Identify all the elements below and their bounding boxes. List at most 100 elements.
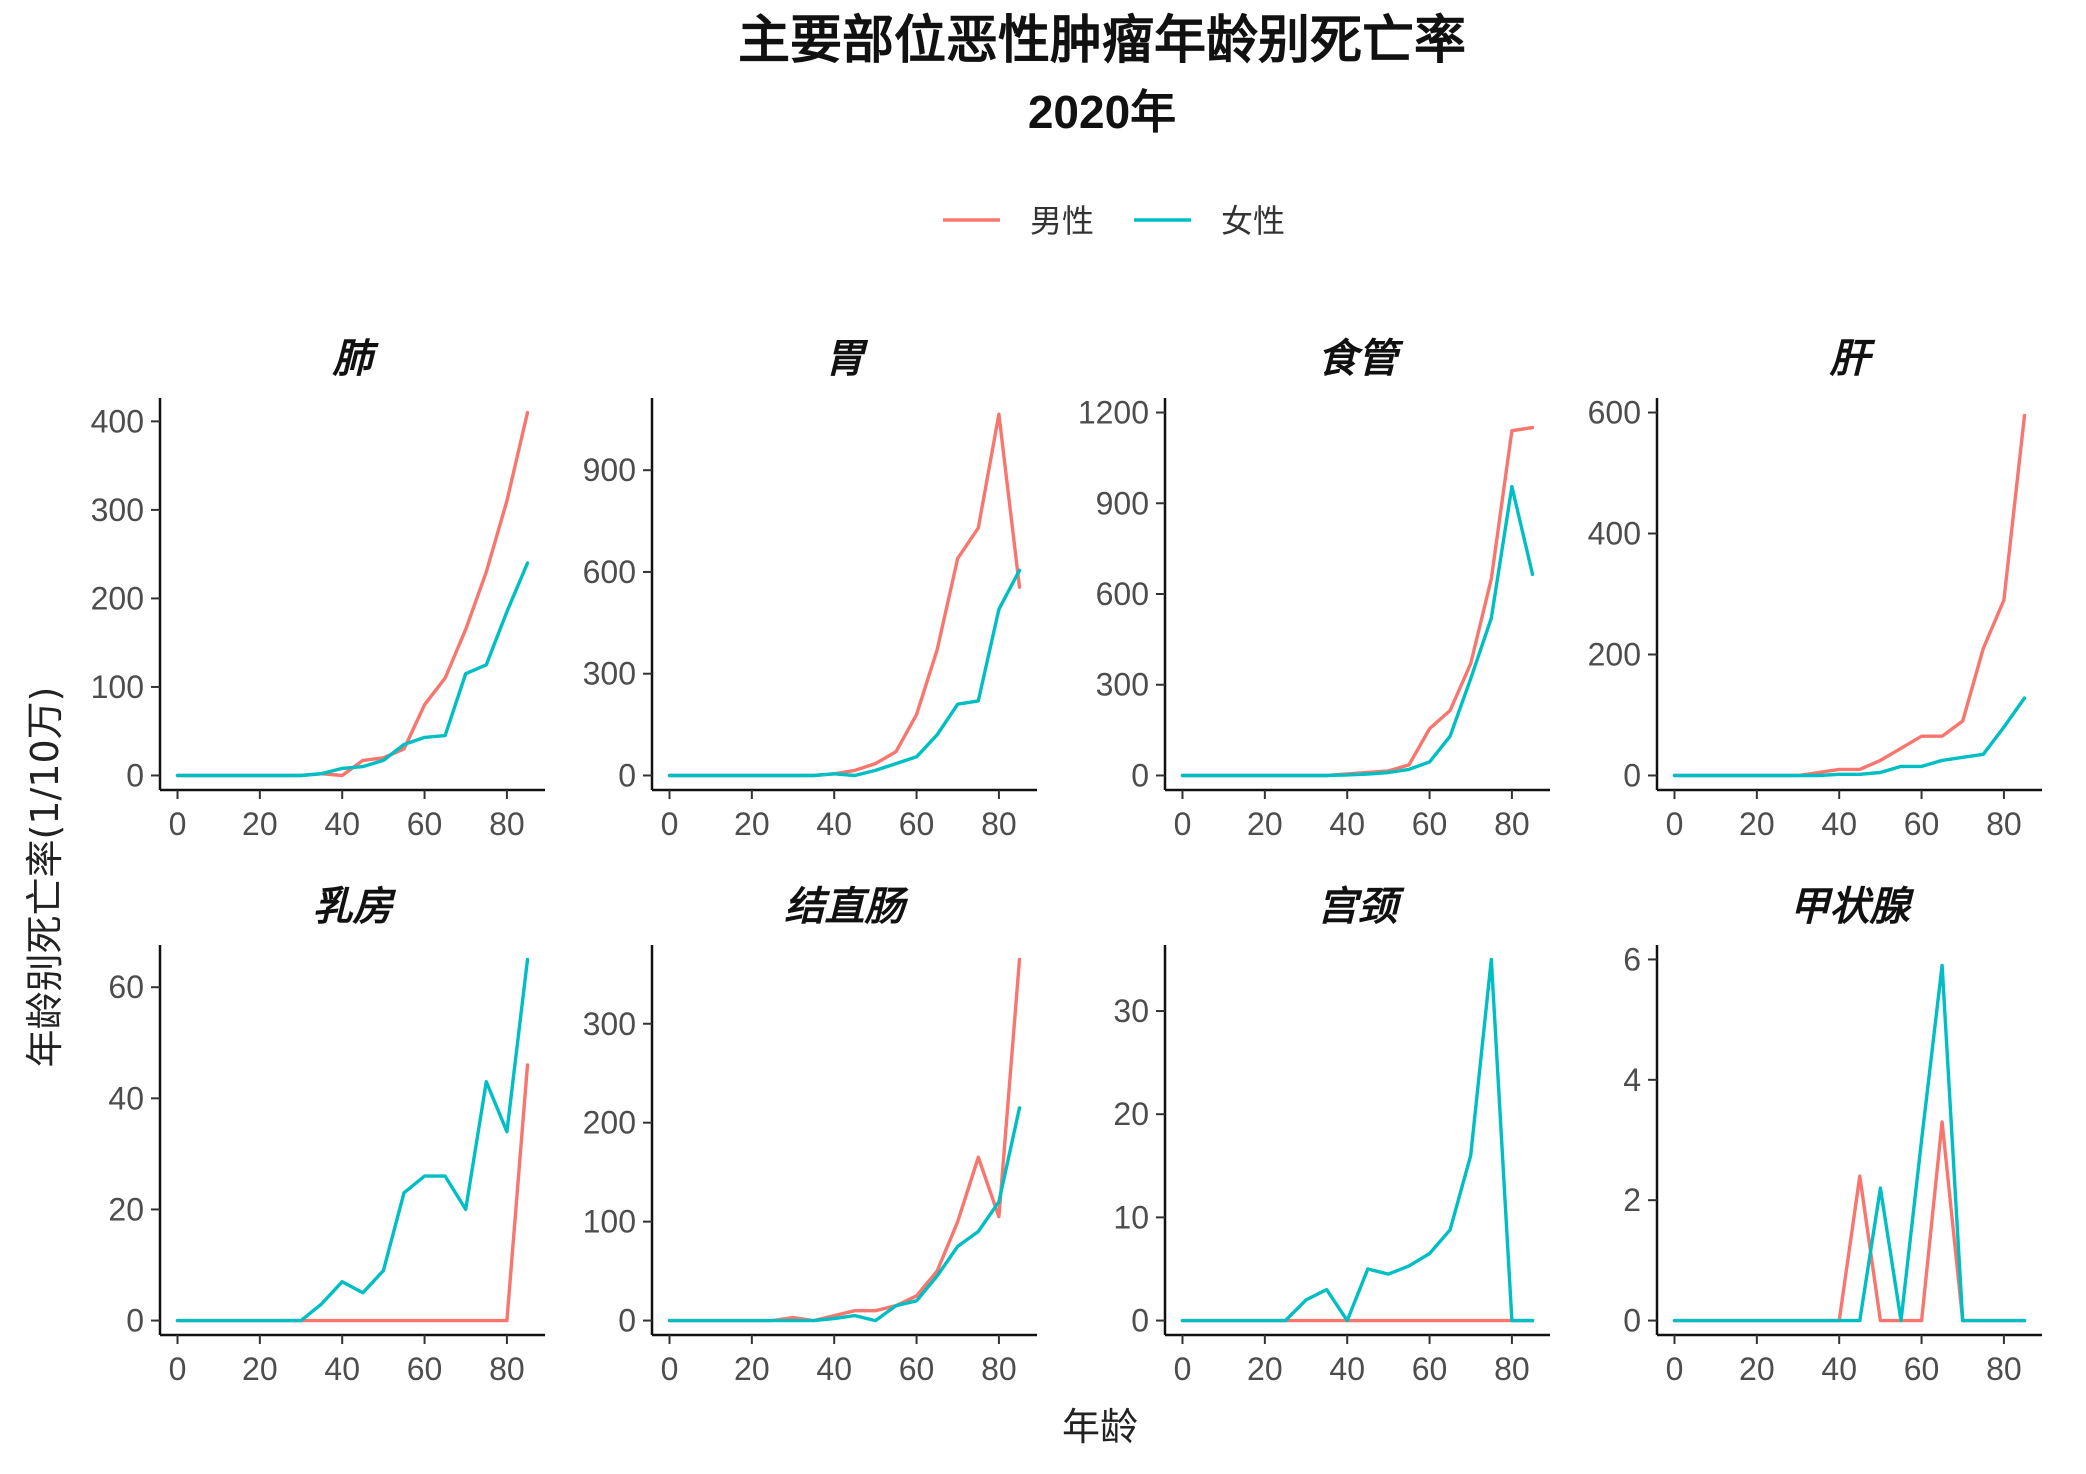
y-axis-title: 年龄别死亡率(1/10万)	[23, 687, 67, 1068]
x-tick-label: 0	[1174, 806, 1192, 842]
panel-5: 乳房 0 20 40 60 0 20 40 60 80	[108, 883, 545, 1387]
y-tick-label: 10	[1113, 1199, 1149, 1235]
y-tick-label: 200	[91, 580, 144, 616]
panel-2: 胃 0 300 600 900 0 20 40 60 80	[583, 335, 1037, 842]
y-tick-label: 0	[618, 757, 636, 793]
y-tick-label: 100	[91, 669, 144, 705]
series-line-male	[1180, 425, 1535, 778]
y-tick-label: 900	[583, 452, 636, 488]
series-line-female	[175, 957, 530, 1323]
panel-title: 乳房	[313, 883, 397, 930]
x-tick-label: 80	[489, 1351, 525, 1387]
x-tick-label: 40	[816, 1351, 852, 1387]
panel-4: 肝 0 200 400 600 0 20 40 60 80	[1588, 335, 2042, 842]
y-tick-label: 0	[1623, 757, 1641, 793]
x-tick-label: 20	[734, 806, 770, 842]
x-tick-label: 0	[169, 806, 187, 842]
x-tick-label: 60	[1904, 1351, 1940, 1387]
series-line-female	[1180, 484, 1535, 778]
x-tick-label: 40	[1329, 806, 1365, 842]
legend-label-female: 女性	[1221, 202, 1285, 240]
panel-1: 肺 0 100 200 300 400 0 20 40 60 80	[91, 335, 545, 842]
x-tick-label: 40	[324, 806, 360, 842]
x-tick-label: 0	[169, 1351, 187, 1387]
x-tick-label: 60	[1412, 806, 1448, 842]
y-tick-label: 20	[108, 1191, 144, 1227]
y-tick-label: 400	[1588, 516, 1641, 552]
y-tick-label: 300	[1096, 667, 1149, 703]
x-tick-label: 0	[1666, 1351, 1684, 1387]
x-tick-label: 20	[1739, 806, 1775, 842]
panel-title: 食管	[1318, 335, 1404, 382]
x-tick-label: 0	[661, 1351, 679, 1387]
y-tick-label: 600	[1588, 395, 1641, 431]
y-tick-label: 0	[1131, 1303, 1149, 1339]
x-tick-label: 20	[242, 1351, 278, 1387]
series-line-female	[667, 568, 1022, 778]
series-line-female	[667, 1106, 1022, 1323]
panel-title: 甲状腺	[1790, 883, 1915, 930]
x-tick-label: 80	[981, 1351, 1017, 1387]
series-line-female	[1672, 696, 2027, 778]
y-tick-label: 4	[1623, 1062, 1641, 1098]
y-tick-label: 30	[1113, 993, 1149, 1029]
series-line-male	[667, 957, 1022, 1323]
x-tick-label: 60	[1412, 1351, 1448, 1387]
series-line-male	[175, 410, 530, 778]
legend: 男性 女性	[943, 202, 1285, 240]
x-tick-label: 40	[1329, 1351, 1365, 1387]
x-tick-label: 40	[1821, 806, 1857, 842]
y-tick-label: 0	[618, 1303, 636, 1339]
panel-title: 肺	[332, 335, 380, 382]
series-line-female	[1672, 963, 2027, 1323]
x-tick-label: 40	[324, 1351, 360, 1387]
y-tick-label: 300	[583, 656, 636, 692]
panel-title: 宫颈	[1318, 883, 1406, 930]
x-tick-label: 60	[899, 806, 935, 842]
panel-7: 宫颈 0 10 20 30 0 20 40 60 80	[1113, 883, 1550, 1387]
x-tick-label: 0	[661, 806, 679, 842]
y-tick-label: 40	[108, 1080, 144, 1116]
y-tick-label: 300	[583, 1006, 636, 1042]
series-line-female	[175, 561, 530, 778]
y-tick-label: 1200	[1078, 395, 1149, 431]
series-line-female	[1180, 957, 1535, 1323]
y-tick-label: 2	[1623, 1182, 1641, 1218]
y-tick-label: 0	[126, 1303, 144, 1339]
y-tick-label: 200	[1588, 636, 1641, 672]
panel-6: 结直肠 0 100 200 300 0 20 40 60 80	[583, 883, 1037, 1387]
y-tick-label: 20	[1113, 1096, 1149, 1132]
x-axis-title: 年龄	[1062, 1405, 1138, 1449]
x-tick-label: 60	[899, 1351, 935, 1387]
y-tick-label: 100	[583, 1204, 636, 1240]
x-tick-label: 80	[981, 806, 1017, 842]
series-line-male	[667, 412, 1022, 778]
y-tick-label: 600	[583, 554, 636, 590]
x-tick-label: 80	[1494, 1351, 1530, 1387]
series-line-male	[175, 1063, 530, 1323]
x-tick-label: 60	[407, 806, 443, 842]
x-tick-label: 0	[1666, 806, 1684, 842]
panel-title: 肝	[1829, 335, 1876, 382]
panel-title: 结直肠	[785, 883, 910, 930]
y-tick-label: 60	[108, 969, 144, 1005]
x-tick-label: 40	[816, 806, 852, 842]
x-tick-label: 80	[1986, 806, 2022, 842]
y-tick-label: 6	[1623, 941, 1641, 977]
x-tick-label: 60	[407, 1351, 443, 1387]
chart-title: 主要部位恶性肿瘤年龄别死亡率	[738, 10, 1466, 71]
x-tick-label: 20	[1247, 806, 1283, 842]
x-tick-label: 20	[1247, 1351, 1283, 1387]
x-tick-label: 80	[1494, 806, 1530, 842]
y-tick-label: 0	[1623, 1303, 1641, 1339]
x-tick-label: 20	[242, 806, 278, 842]
series-line-male	[1672, 413, 2027, 778]
y-tick-label: 200	[583, 1105, 636, 1141]
x-tick-label: 0	[1174, 1351, 1192, 1387]
series-line-male	[1672, 1120, 2027, 1323]
x-tick-label: 20	[734, 1351, 770, 1387]
x-tick-label: 40	[1821, 1351, 1857, 1387]
panel-title: 胃	[825, 335, 869, 382]
